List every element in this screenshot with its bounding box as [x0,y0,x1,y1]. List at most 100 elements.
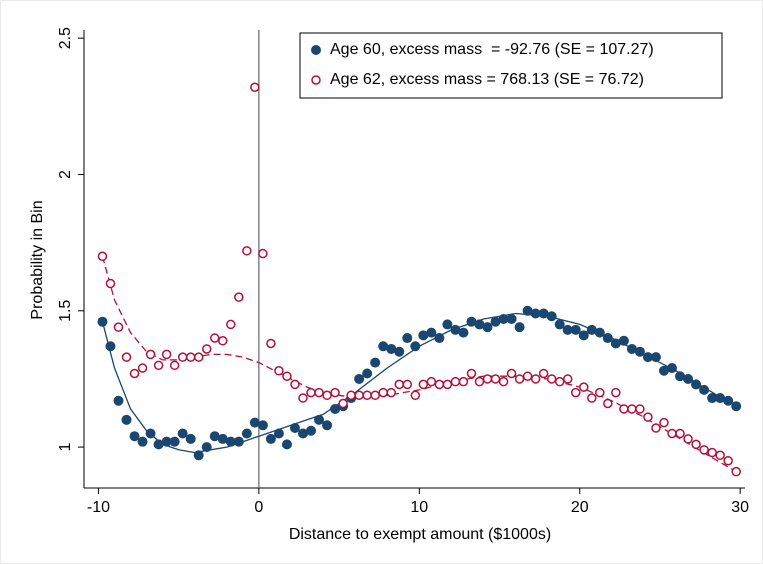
point [226,319,236,330]
point [658,365,669,376]
point [153,439,164,450]
point [442,319,453,330]
point [378,387,388,398]
y-tick-label: 2 [57,170,74,179]
x-tick-label: 10 [410,499,428,516]
point [97,251,108,262]
point [458,327,469,338]
point [554,376,565,387]
legend-box [299,32,723,99]
point [586,324,597,335]
point [426,376,437,387]
point [538,308,549,319]
point [683,434,693,444]
point [410,390,421,401]
point [257,420,268,431]
point [137,363,148,373]
point [731,466,741,477]
point [370,390,380,401]
point [273,428,284,439]
point [265,433,276,444]
point [715,450,725,461]
point [218,336,228,346]
point [209,431,220,442]
point [490,374,501,384]
point [434,379,445,390]
point [723,395,734,406]
point [281,439,292,450]
point [498,313,509,324]
point [129,368,140,379]
point [651,423,661,433]
x-axis-label: Distance to exempt amount ($1000s) [289,526,551,543]
point [498,376,509,387]
x-tick-label: 20 [571,499,589,516]
point [482,374,493,384]
point [121,414,132,425]
point [298,393,308,403]
point [691,439,701,450]
point [322,420,333,431]
point [538,368,549,379]
point [145,428,156,439]
x-tick-label: 30 [731,499,749,516]
point [562,324,573,335]
point [667,428,677,439]
point [330,403,341,414]
point [602,333,613,344]
point [113,322,124,332]
point [707,447,717,458]
point [153,360,164,371]
point [579,382,589,392]
point [314,387,324,398]
point [546,311,557,322]
point [450,376,461,387]
point [530,308,541,319]
point [258,248,268,259]
point [514,374,525,384]
point [386,343,397,354]
point [129,431,140,442]
point [570,324,581,335]
point [418,330,429,341]
point [723,455,733,466]
point [274,366,284,376]
point [522,371,533,381]
point [161,436,172,447]
point [113,395,124,406]
point [97,316,108,327]
point [402,379,413,390]
point [282,371,292,381]
point [546,374,557,384]
point [635,404,645,414]
point [627,404,637,414]
point [522,305,533,316]
y-tick-label: 1.5 [57,300,74,322]
point [314,414,325,425]
point [482,322,493,333]
point [249,417,260,428]
point [675,428,685,439]
point [394,346,405,357]
point [418,379,429,390]
point [699,384,710,395]
point [642,352,653,363]
point [217,433,228,444]
point [362,390,372,401]
point [611,387,621,398]
point [731,401,742,412]
point [650,352,661,363]
point [177,428,188,439]
point [322,390,332,401]
point [490,316,501,327]
point [354,373,365,384]
point [603,398,613,409]
point [595,387,605,398]
point [233,436,244,447]
point [370,357,381,368]
point [466,368,477,379]
point [297,428,308,439]
y-tick-label: 2.5 [57,27,74,49]
point [177,352,188,362]
point [161,349,172,360]
